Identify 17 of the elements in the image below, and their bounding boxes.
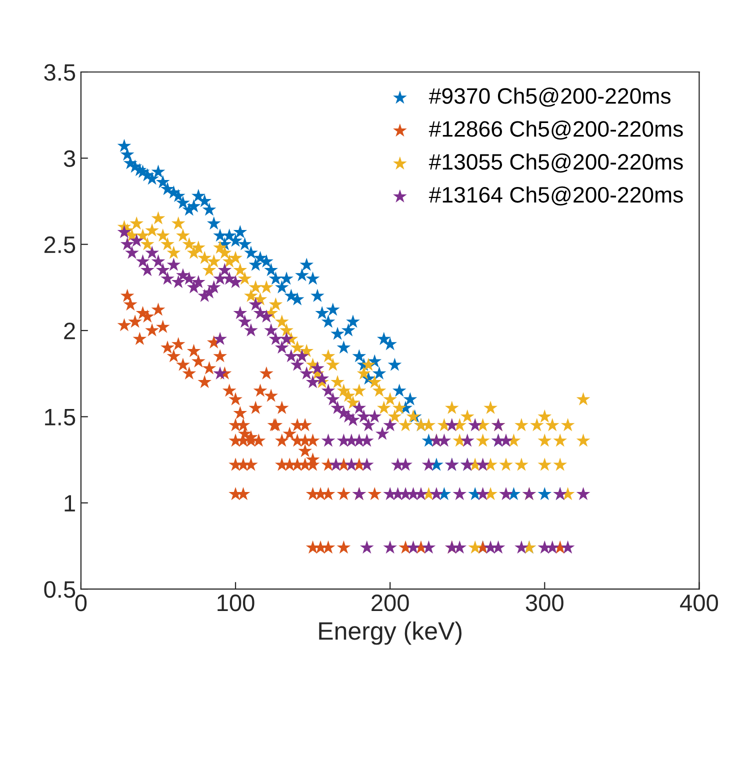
y-tick-label: 0.5: [44, 581, 76, 598]
x-tick-label: 0: [75, 594, 87, 612]
y-tick-label: 2: [64, 322, 75, 340]
x-tick-label: 100: [218, 594, 254, 612]
x-tick-label: 200: [372, 594, 409, 612]
y-tick-label: 3: [64, 150, 76, 167]
legend-label: #13055 Ch5@200-220ms: [428, 153, 683, 173]
legend-label: #12866 Ch5@200-220ms: [428, 120, 683, 140]
x-axis-title: Energy (keV): [319, 621, 462, 645]
y-tick-label: 3.5: [44, 64, 76, 81]
y-tick-label: 2.5: [44, 236, 76, 254]
legend-label: #9370 Ch5@200-220ms: [428, 88, 671, 107]
x-tick-label: 300: [526, 594, 564, 612]
y-tick-label: 1.5: [45, 409, 76, 426]
y-tick-label: 1: [64, 495, 75, 512]
x-tick-label: 400: [680, 594, 718, 612]
legend-label: #13164 Ch5@200-220ms: [428, 186, 683, 206]
